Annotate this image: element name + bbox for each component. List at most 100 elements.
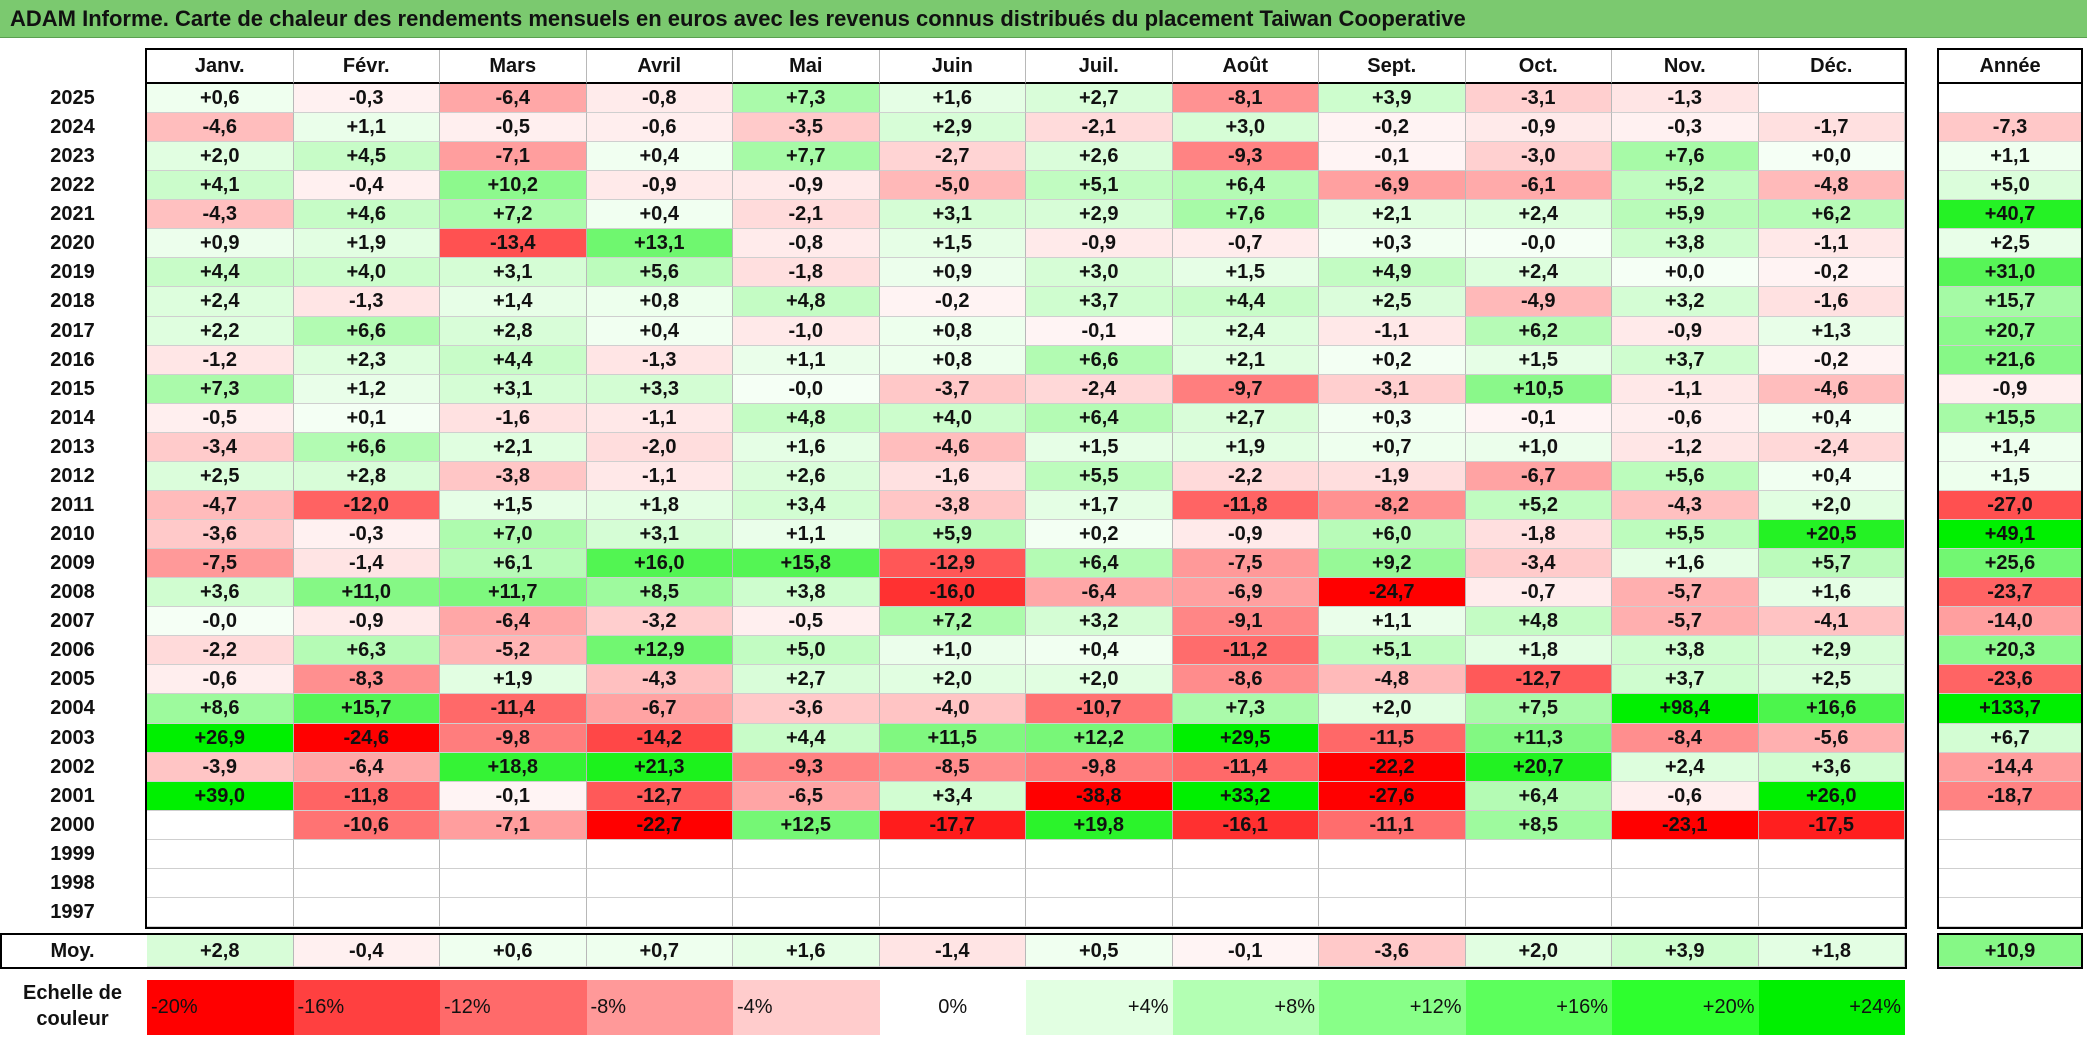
heatmap-cell: +5,7 (1758, 549, 1905, 579)
heatmap-cell: +2,4 (1172, 316, 1319, 346)
heatmap-cell: +11,3 (1465, 723, 1612, 753)
year-label: 2004 (50, 697, 95, 720)
heatmap-cell: +6,4 (1172, 171, 1319, 201)
scale-step: +12% (1319, 980, 1466, 1035)
year-label: 2003 (50, 726, 95, 749)
heatmap-cell (1612, 839, 1759, 869)
heatmap-cell: -0,0 (147, 607, 294, 637)
heatmap-cell: -3,8 (440, 461, 587, 491)
heatmap-cell: -0,7 (1172, 229, 1319, 259)
heatmap-cell: +4,8 (733, 403, 880, 433)
average-label: Moy. (50, 940, 95, 963)
heatmap-cell: -16,0 (879, 578, 1026, 608)
heatmap-cell: -0,1 (440, 781, 587, 811)
heatmap-cell: +8,5 (1465, 810, 1612, 840)
heatmap-cell: -1,2 (147, 345, 294, 375)
heatmap-cell: +0,4 (586, 316, 733, 346)
annual-cell (1939, 897, 2081, 928)
heatmap-cell: +26,0 (1758, 781, 1905, 811)
heatmap-cell: +1,9 (293, 229, 440, 259)
heatmap-cell: -5,7 (1612, 578, 1759, 608)
scale-step: 0% (879, 980, 1026, 1035)
heatmap-cell: +1,1 (1319, 607, 1466, 637)
heatmap-cell: +2,4 (1465, 200, 1612, 230)
heatmap-cell: -4,8 (1319, 665, 1466, 695)
heatmap-cell: -3,1 (1465, 84, 1612, 114)
annual-cell: +40,7 (1939, 200, 2081, 230)
scale-step: +8% (1172, 980, 1319, 1035)
heatmap-cell: +2,5 (1319, 287, 1466, 317)
year-label: 2011 (50, 493, 95, 516)
heatmap-cell: +5,1 (1319, 636, 1466, 666)
heatmap-cell: -6,4 (440, 607, 587, 637)
heatmap-cell: +12,9 (586, 636, 733, 666)
heatmap-cell (293, 839, 440, 869)
heatmap-cell: +4,4 (733, 723, 880, 753)
heatmap-cell: +0,0 (1612, 258, 1759, 288)
heatmap-cell: -22,2 (1319, 752, 1466, 782)
heatmap-cell: -0,1 (1026, 316, 1173, 346)
heatmap-cell (1758, 84, 1905, 114)
heatmap-cell: +11,5 (879, 723, 1026, 753)
heatmap-cell: +3,9 (1319, 84, 1466, 114)
heatmap-cell: +1,1 (293, 113, 440, 143)
heatmap-cell: -1,3 (1612, 84, 1759, 114)
scale-step: -12% (440, 980, 587, 1035)
heatmap-cell: -4,3 (1612, 490, 1759, 521)
heatmap-cell: +0,8 (879, 345, 1026, 375)
heatmap-cell: -3,4 (147, 432, 294, 462)
heatmap-cell (1026, 868, 1173, 898)
heatmap-cell: -4,8 (1758, 171, 1905, 201)
heatmap-cell: -2,2 (1172, 461, 1319, 491)
heatmap-cell (440, 897, 587, 928)
year-label: 2019 (50, 261, 95, 284)
heatmap-cell: +6,4 (1026, 549, 1173, 579)
heatmap-cell: -0,4 (293, 171, 440, 201)
heatmap-cell: +20,7 (1465, 752, 1612, 782)
average-cell: +0,7 (586, 935, 733, 968)
heatmap-cell: -0,9 (1465, 113, 1612, 143)
heatmap-cell: -1,6 (440, 403, 587, 433)
year-label: 2001 (50, 784, 95, 807)
heatmap-cell: -0,1 (1465, 403, 1612, 433)
heatmap-cell: +12,5 (733, 810, 880, 840)
heatmap-cell: +3,6 (147, 578, 294, 608)
heatmap-cell: +2,0 (1026, 665, 1173, 695)
scale-step: +24% (1758, 980, 1905, 1035)
heatmap-cell: -17,7 (879, 810, 1026, 840)
heatmap-cell: +0,3 (1319, 403, 1466, 433)
heatmap-cell: +4,9 (1319, 258, 1466, 288)
heatmap-cell: +6,0 (1319, 520, 1466, 550)
heatmap-cell: +1,9 (1172, 432, 1319, 462)
heatmap-cell: -6,4 (440, 84, 587, 114)
heatmap-cell (440, 868, 587, 898)
average-cell: -0,4 (293, 935, 440, 968)
annual-cell: -14,4 (1939, 752, 2081, 782)
heatmap-cell: +4,6 (293, 200, 440, 230)
year-label: 2006 (50, 639, 95, 662)
heatmap-cell: -1,3 (586, 345, 733, 375)
heatmap-cell: +3,8 (1612, 636, 1759, 666)
heatmap-cell: +1,6 (1612, 549, 1759, 579)
heatmap-cell: -1,3 (293, 287, 440, 317)
heatmap-cell: +4,8 (733, 287, 880, 317)
column-header-0: Janv. (147, 50, 294, 84)
annual-cell: +1,5 (1939, 461, 2081, 491)
year-label: 2013 (50, 435, 95, 458)
heatmap-cell: +7,2 (879, 607, 1026, 637)
year-label: 2014 (50, 406, 95, 429)
heatmap-cell: -8,1 (1172, 84, 1319, 114)
annual-cell: +5,0 (1939, 171, 2081, 201)
heatmap-cell: +2,0 (147, 142, 294, 172)
heatmap-cell: +6,4 (1465, 781, 1612, 811)
heatmap-cell: -6,7 (586, 694, 733, 724)
heatmap-cell: +2,4 (1612, 752, 1759, 782)
heatmap-cell (293, 897, 440, 928)
heatmap-cell: -38,8 (1026, 781, 1173, 811)
heatmap-cell: -11,4 (1172, 752, 1319, 782)
heatmap-cell: +3,3 (586, 374, 733, 404)
heatmap-cell: +5,6 (1612, 461, 1759, 491)
heatmap-cell (1319, 897, 1466, 928)
heatmap-cell: -0,5 (440, 113, 587, 143)
heatmap-cell: +0,7 (1319, 432, 1466, 462)
